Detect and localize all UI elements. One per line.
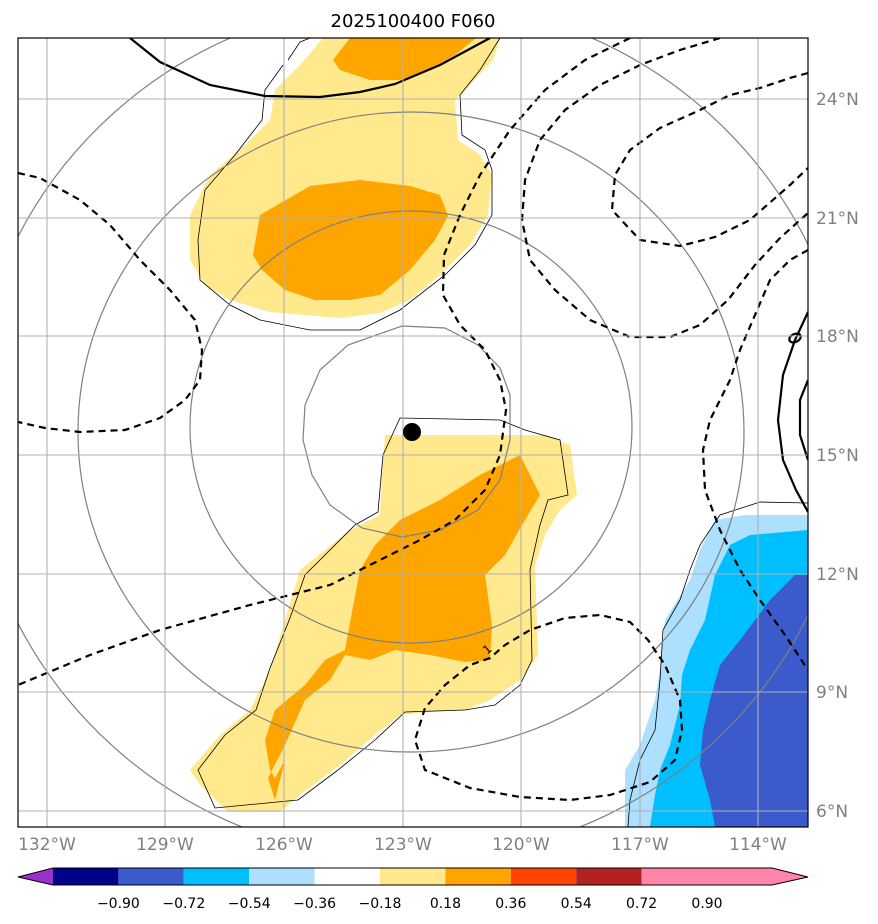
lat-label: 24°N (816, 90, 859, 110)
colorbar-tick: −0.72 (162, 896, 205, 912)
lon-label: 117°W (611, 835, 669, 855)
negative-anomaly-strong (700, 575, 808, 827)
lat-label: 9°N (816, 683, 848, 703)
lat-axis: 24°N 21°N 18°N 15°N 12°N 9°N 6°N (816, 90, 859, 822)
colorbar-tick: −0.18 (359, 896, 402, 912)
colorbar-tick-labels: −0.90 −0.72 −0.54 −0.36 −0.18 0.18 0.36 … (97, 896, 723, 912)
lon-label: 129°W (136, 835, 194, 855)
colorbar-tick: 0.72 (626, 896, 657, 912)
colorbar-tick: 0.18 (430, 896, 461, 912)
colorbar-segment (314, 868, 380, 885)
colorbar-outline (17, 867, 809, 886)
lon-axis: 132°W 129°W 126°W 123°W 120°W 117°W 114°… (18, 835, 787, 855)
lat-lon-grid (18, 38, 808, 827)
positive-anomaly-strong-north-2 (253, 180, 448, 300)
lat-label: 6°N (816, 802, 848, 822)
colorbar-segment (445, 868, 511, 885)
lon-label: 132°W (18, 835, 76, 855)
colorbar-segment (576, 868, 642, 885)
colorbar-segment (380, 868, 446, 885)
lat-label: 12°N (816, 565, 859, 585)
colorbar-segment (641, 868, 707, 885)
colorbar-lower-extension (18, 868, 53, 885)
colorbar-tick: −0.36 (293, 896, 336, 912)
colorbar-tick: 0.54 (561, 896, 592, 912)
lon-label: 123°W (374, 835, 432, 855)
colorbar-segment (183, 868, 250, 885)
positive-anomaly-strong-north-1 (333, 38, 476, 80)
colorbar-upper-extension (707, 868, 808, 885)
dashed-contours (18, 38, 808, 802)
lat-label: 18°N (816, 327, 859, 347)
colorbar-tick: −0.54 (228, 896, 271, 912)
lat-label: 21°N (816, 209, 859, 229)
colorbar-segment (118, 868, 184, 885)
lon-label: 126°W (255, 835, 313, 855)
solid-contours (129, 38, 808, 513)
lon-label: 114°W (729, 835, 787, 855)
colorbar-segment (53, 868, 119, 885)
colorbar: −0.90 −0.72 −0.54 −0.36 −0.18 0.18 0.36 … (17, 867, 809, 912)
map-area: 1 (18, 38, 808, 827)
map-frame (17, 37, 809, 828)
colorbar-segment (249, 868, 315, 885)
colorbar-tick: 0.90 (691, 896, 722, 912)
lon-label: 120°W (492, 835, 550, 855)
lat-label: 15°N (816, 446, 859, 466)
colorbar-tick: 0.36 (495, 896, 526, 912)
colorbar-segment (510, 868, 577, 885)
map-title: 2025100400 F060 (331, 11, 496, 32)
colorbar-tick: −0.90 (97, 896, 140, 912)
storm-center-marker (403, 423, 421, 441)
